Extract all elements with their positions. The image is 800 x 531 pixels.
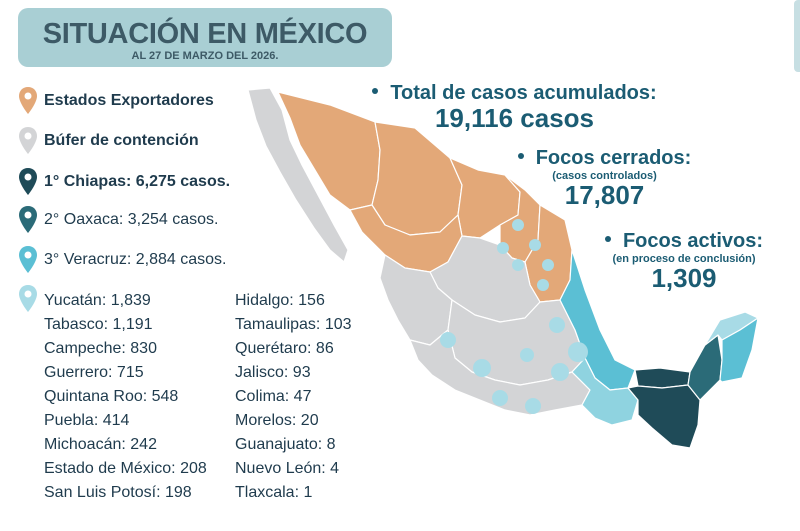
list-item: Quintana Roo: 548 <box>44 388 179 405</box>
region-oaxaca <box>571 357 639 426</box>
stat-activos-label: Focos activos: <box>622 230 764 252</box>
case-markers <box>440 219 588 414</box>
stat-cerrados-value: 17,807 <box>564 180 645 210</box>
bullet-icon <box>517 152 524 159</box>
list-item: Michoacán: 242 <box>44 436 157 453</box>
case-marker <box>529 239 541 251</box>
legend-label-bufer: Búfer de contención <box>44 132 199 149</box>
legend-label-exportadores: Estados Exportadores <box>44 92 214 109</box>
stat-cerrados-sub: (casos controlados) <box>552 170 657 182</box>
list-item: Tamaulipas: 103 <box>235 316 352 333</box>
bullet-icon <box>604 235 611 242</box>
list-item: Colima: 47 <box>235 388 312 405</box>
states-list-right: Hidalgo: 156 Tamaulipas: 103 Querétaro: … <box>235 289 352 505</box>
region-baja-california <box>247 87 349 263</box>
list-item: Jalisco: 93 <box>235 364 311 381</box>
mexico-map <box>247 87 759 449</box>
stat-activos-sub: (en proceso de conclusión) <box>612 253 756 265</box>
case-marker <box>497 242 509 254</box>
legend-label-veracruz: 3° Veracruz: 2,884 casos. <box>44 251 227 268</box>
case-marker <box>542 259 554 271</box>
list-item: Estado de México: 208 <box>44 460 207 477</box>
case-marker <box>537 279 549 291</box>
map-pin-icon <box>19 246 37 273</box>
case-marker <box>492 390 508 406</box>
list-item: Tabasco: 1,191 <box>44 316 153 333</box>
stat-cerrados: Focos cerrados: (casos controlados) 17,8… <box>512 147 697 211</box>
stat-activos-value: 1,309 <box>651 263 717 293</box>
region-chihuahua <box>371 121 463 236</box>
case-marker <box>473 359 491 377</box>
case-marker <box>525 398 541 414</box>
list-item: San Luis Potosí: 198 <box>44 484 192 501</box>
region-chiapas <box>627 384 701 449</box>
case-marker <box>512 259 524 271</box>
case-marker <box>440 332 456 348</box>
list-item: Tlaxcala: 1 <box>235 484 313 501</box>
case-marker <box>568 342 588 362</box>
bullet-icon <box>372 87 379 94</box>
legend-label-chiapas: 1° Chiapas: 6,275 casos. <box>44 173 231 190</box>
map-pin-icon <box>19 127 37 154</box>
case-marker <box>551 363 569 381</box>
list-item: Campeche: 830 <box>44 340 157 357</box>
legend-label-oaxaca: 2° Oaxaca: 3,254 casos. <box>44 211 219 228</box>
list-item: Puebla: 414 <box>44 412 130 429</box>
list-item: Morelos: 20 <box>235 412 319 429</box>
title-box: SITUACIÓN EN MÉXICO AL 27 DE MARZO DEL 2… <box>18 8 392 67</box>
list-item: Nuevo León: 4 <box>235 460 340 477</box>
states-list-left: Yucatán: 1,839 Tabasco: 1,191 Campeche: … <box>44 289 207 505</box>
case-marker <box>549 317 565 333</box>
list-item: Hidalgo: 156 <box>235 292 325 309</box>
list-item: Guanajuato: 8 <box>235 436 336 453</box>
region-quintana-roo <box>719 317 759 383</box>
list-item: Yucatán: 1,839 <box>44 292 151 309</box>
stat-total: Total de casos acumulados: 19,116 casos <box>372 82 657 134</box>
map-pin-icon <box>19 168 37 195</box>
edge-strip <box>794 0 800 72</box>
page-title: SITUACIÓN EN MÉXICO <box>42 18 368 50</box>
stat-cerrados-label: Focos cerrados: <box>535 147 692 169</box>
list-item: Guerrero: 715 <box>44 364 144 381</box>
stat-total-value: 19,116 casos <box>434 103 595 133</box>
map-pin-icon <box>19 285 37 312</box>
map-pin-icon <box>19 87 37 114</box>
stat-total-label: Total de casos acumulados: <box>390 82 657 104</box>
map-pin-icon <box>19 206 37 233</box>
case-marker <box>512 219 524 231</box>
page-subtitle: AL 27 DE MARZO DEL 2026. <box>131 50 279 62</box>
stat-activos: Focos activos: (en proceso de conclusión… <box>596 230 772 294</box>
case-marker <box>520 348 534 362</box>
region-tabasco <box>634 367 691 389</box>
list-item: Querétaro: 86 <box>235 340 334 357</box>
